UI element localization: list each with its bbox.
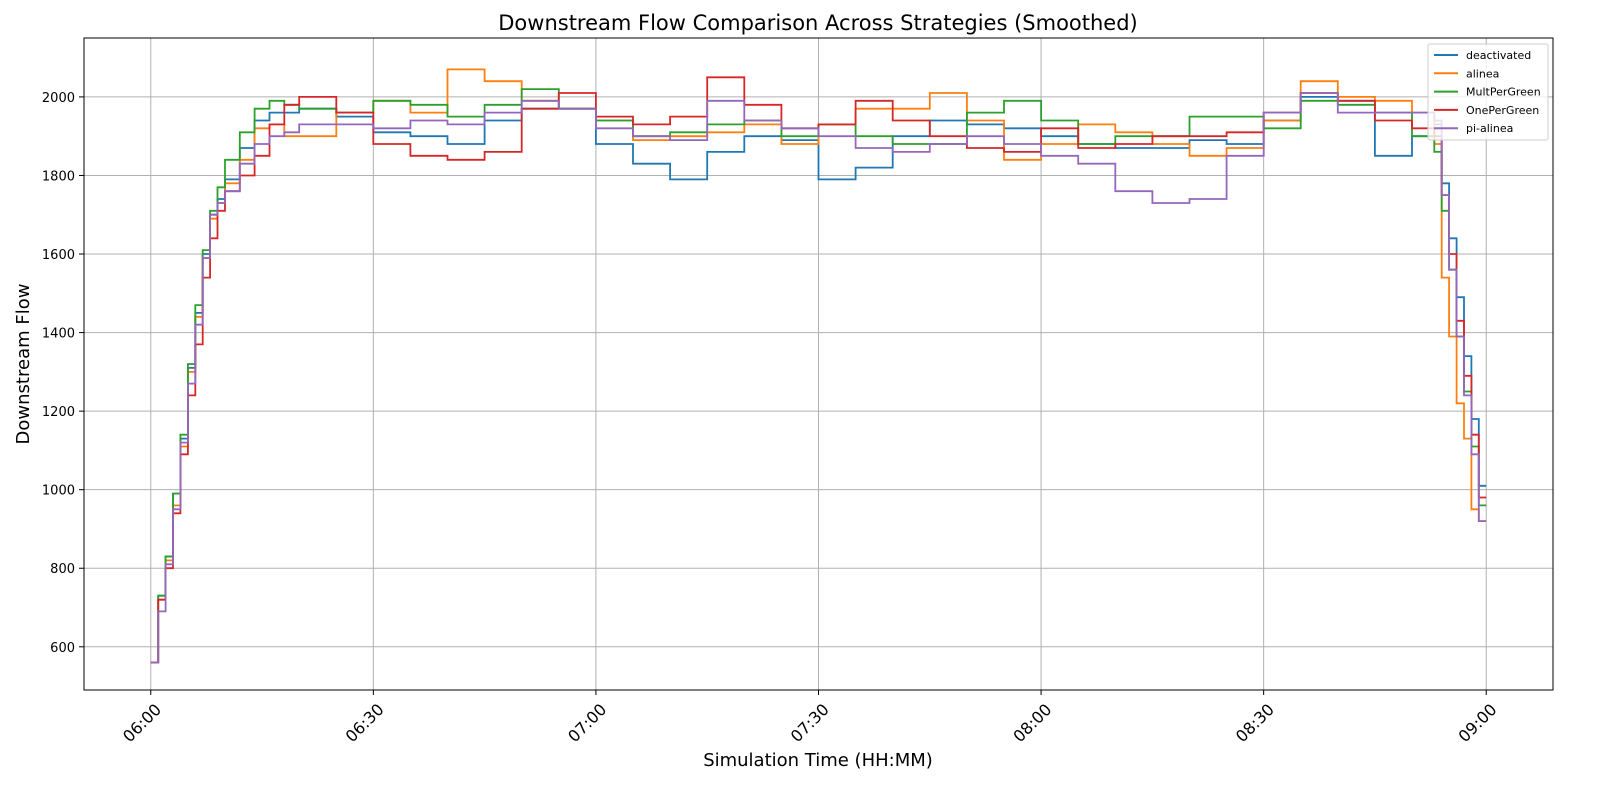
legend-label-pi-alinea: pi-alinea (1466, 122, 1513, 135)
legend-label-MultPerGreen: MultPerGreen (1466, 86, 1541, 99)
x-tick-label: 07:30 (787, 700, 833, 746)
y-tick-label: 1000 (42, 484, 75, 499)
legend: deactivated alinea MultPerGreen OnePerGreen… (1427, 43, 1549, 141)
y-tick-label: 2000 (42, 91, 75, 106)
x-tick-label: 08:00 (1009, 700, 1055, 746)
x-tick-label: 09:00 (1455, 700, 1501, 746)
y-axis-label: Downstream Flow (13, 284, 34, 445)
x-tick-label: 08:30 (1232, 700, 1278, 746)
x-tick-label: 06:00 (119, 700, 165, 746)
series-line-pi-alinea (150, 92, 1487, 664)
x-axis-label: Simulation Time (HH:MM) (703, 750, 933, 771)
legend-label-OnePerGreen: OnePerGreen (1466, 104, 1539, 117)
chart-title: Downstream Flow Comparison Across Strate… (498, 11, 1138, 35)
y-tick-label: 1600 (42, 248, 75, 263)
x-axis: 06:00 06:30 07:00 07:30 08:00 08:30 09:00 (119, 690, 1501, 746)
y-tick-label: 1800 (42, 169, 75, 184)
series-lines (150, 68, 1487, 664)
legend-label-deactivated: deactivated (1466, 49, 1531, 62)
legend-box (1427, 43, 1549, 141)
series-line-OnePerGreen (150, 76, 1487, 664)
legend-label-alinea: alinea (1466, 67, 1499, 80)
x-tick-label: 06:30 (342, 700, 388, 746)
y-tick-label: 1200 (42, 405, 75, 420)
y-tick-label: 600 (50, 641, 75, 656)
x-tick-label: 07:00 (564, 700, 610, 746)
y-axis: 600 800 1000 1200 1400 1600 1800 2000 (42, 91, 84, 656)
y-tick-label: 800 (50, 562, 75, 577)
y-tick-label: 1400 (42, 327, 75, 342)
